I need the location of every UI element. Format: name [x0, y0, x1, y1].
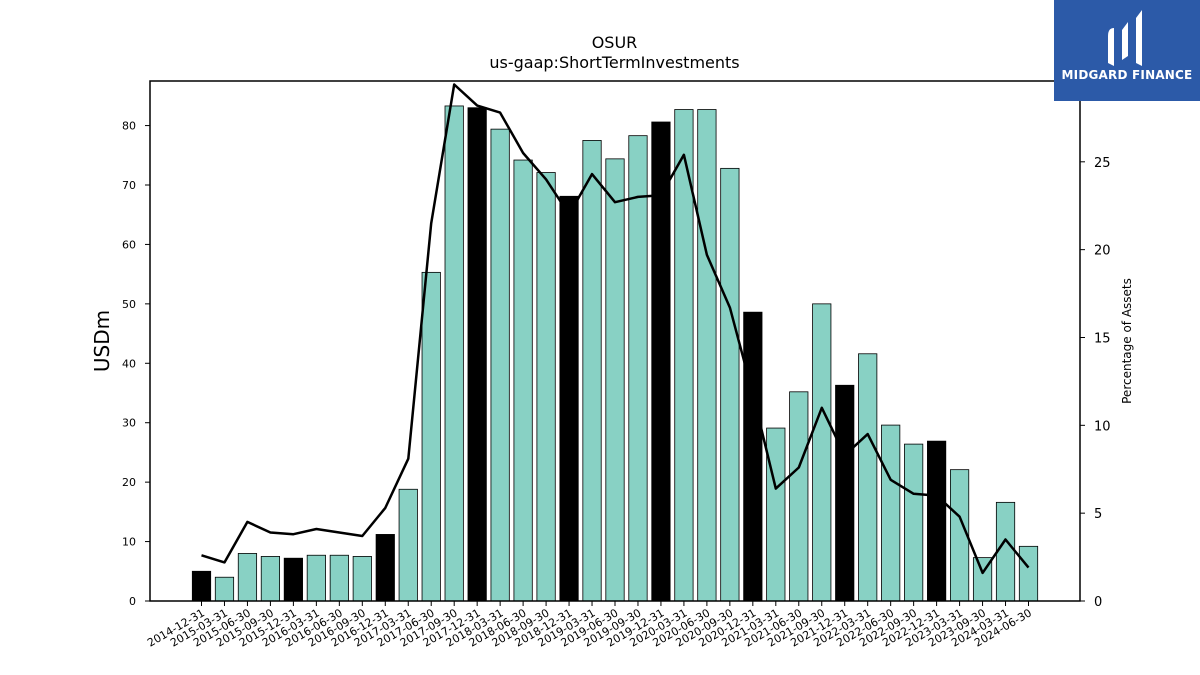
y-tick-label: 40 [122, 357, 136, 370]
chart-subtitle: us-gaap:ShortTermInvestments [489, 53, 739, 72]
bar [421, 271, 441, 602]
bar [605, 158, 625, 602]
bar [444, 105, 464, 602]
percentage-line [201, 83, 1030, 575]
chart-title: OSUR [592, 33, 638, 52]
logo-text: MIDGARD FINANCE [1061, 68, 1193, 82]
bar [559, 195, 579, 602]
bar [237, 553, 258, 602]
bar [766, 427, 786, 602]
y-tick-label: 20 [122, 476, 136, 489]
bar [329, 554, 349, 602]
bar [628, 135, 648, 602]
bar [191, 570, 212, 602]
bar [375, 534, 395, 602]
bar [789, 391, 809, 602]
bar [835, 384, 855, 602]
axes-layer: 010203040506070800510152025302014-12-312… [122, 68, 1111, 650]
y-tick-label: 0 [129, 595, 136, 608]
bar [260, 556, 281, 602]
y2-tick-label: 25 [1094, 156, 1111, 171]
bar [352, 556, 372, 602]
logo: MIDGARD FINANCE [1054, 0, 1200, 101]
y-tick-label: 60 [122, 238, 136, 251]
y-tick-label: 70 [122, 179, 136, 192]
y2-axis-label: Percentage of Assets [1120, 278, 1134, 404]
bar [720, 167, 740, 602]
bar [995, 501, 1016, 602]
bar [927, 440, 947, 602]
y2-tick-label: 0 [1094, 595, 1102, 610]
bar [1018, 545, 1039, 602]
bar [467, 107, 487, 602]
y-axis-label: USDm [90, 310, 114, 372]
logo-mark-icon [1108, 10, 1142, 66]
bar [881, 424, 901, 602]
y2-tick-label: 5 [1094, 507, 1102, 522]
bar [812, 303, 832, 602]
y2-tick-label: 10 [1094, 419, 1111, 434]
y2-tick-label: 15 [1094, 331, 1111, 346]
y-tick-label: 50 [122, 298, 136, 311]
y-tick-label: 10 [122, 536, 136, 549]
bar [283, 557, 303, 602]
bar [214, 576, 235, 602]
bars-layer [191, 105, 1039, 602]
bar [513, 159, 533, 602]
line-layer [201, 83, 1030, 575]
bar [490, 128, 510, 602]
bar [398, 488, 418, 602]
bar [306, 554, 326, 602]
bar [582, 140, 602, 602]
y2-tick-label: 20 [1094, 244, 1111, 259]
bar [858, 353, 878, 602]
bar [904, 443, 924, 602]
y-tick-label: 80 [122, 120, 136, 133]
y-tick-label: 30 [122, 417, 136, 430]
bar [743, 311, 763, 602]
bar [697, 109, 717, 602]
bar [536, 172, 556, 602]
